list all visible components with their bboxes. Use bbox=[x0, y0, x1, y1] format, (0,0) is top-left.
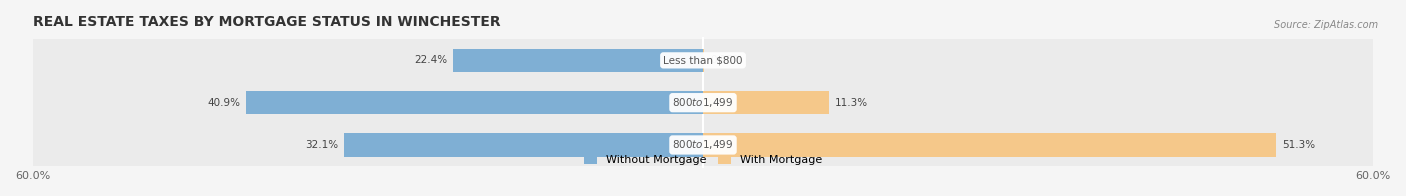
Text: $800 to $1,499: $800 to $1,499 bbox=[672, 96, 734, 109]
Text: 51.3%: 51.3% bbox=[1282, 140, 1315, 150]
Bar bbox=[703, 91, 830, 114]
Text: 0.13%: 0.13% bbox=[710, 55, 742, 65]
Bar bbox=[703, 133, 1277, 157]
Bar bbox=[453, 49, 703, 72]
Bar bbox=[32, 82, 1374, 124]
Bar bbox=[32, 39, 1374, 82]
Text: 40.9%: 40.9% bbox=[208, 98, 240, 108]
Bar bbox=[703, 49, 704, 72]
Text: Less than $800: Less than $800 bbox=[664, 55, 742, 65]
Text: REAL ESTATE TAXES BY MORTGAGE STATUS IN WINCHESTER: REAL ESTATE TAXES BY MORTGAGE STATUS IN … bbox=[32, 15, 501, 29]
Text: 11.3%: 11.3% bbox=[835, 98, 868, 108]
Text: Source: ZipAtlas.com: Source: ZipAtlas.com bbox=[1274, 20, 1378, 30]
Legend: Without Mortgage, With Mortgage: Without Mortgage, With Mortgage bbox=[583, 155, 823, 165]
Text: 32.1%: 32.1% bbox=[305, 140, 339, 150]
Bar bbox=[344, 133, 703, 157]
Bar bbox=[246, 91, 703, 114]
Bar bbox=[32, 124, 1374, 166]
Text: $800 to $1,499: $800 to $1,499 bbox=[672, 138, 734, 152]
Text: 22.4%: 22.4% bbox=[413, 55, 447, 65]
